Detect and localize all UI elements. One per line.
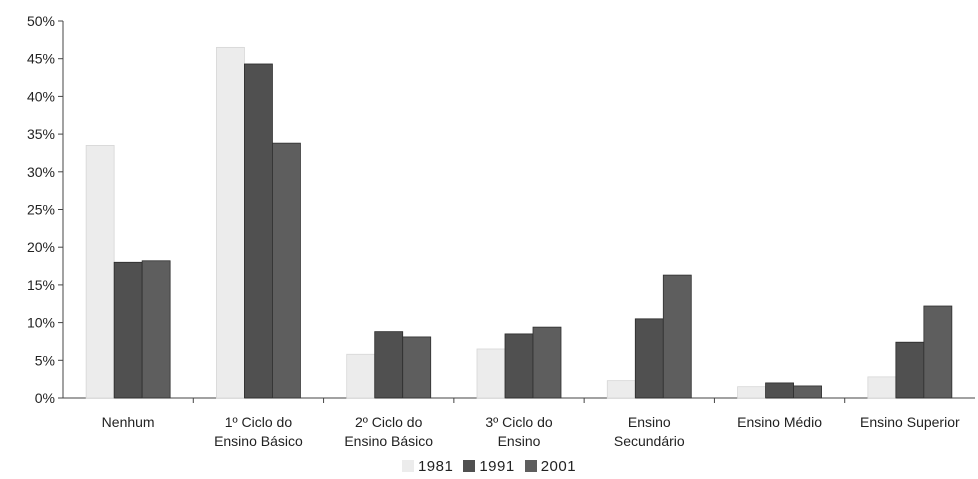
y-tick-label: 5% — [35, 352, 55, 368]
legend-item-1991: 1991 — [463, 458, 514, 475]
category-label-line: 3º Ciclo do — [485, 414, 553, 430]
legend-item-2001: 2001 — [524, 457, 577, 475]
legend-swatch-1991 — [463, 460, 476, 472]
x-axis — [63, 397, 975, 403]
category-label: 3º Ciclo do Ensino — [485, 414, 553, 449]
category-label-line: Ensino Básico — [344, 433, 433, 449]
bar-1981-2 — [346, 353, 376, 399]
y-axis: 0% 5% 10% 15% 20% 25% 30% 35% 40% 45% 50% — [27, 13, 64, 406]
legend-label-1981: 1981 — [417, 457, 454, 475]
bar-2001-1 — [272, 142, 301, 399]
category-label: Ensino Médio — [737, 414, 822, 430]
legend-label-1991: 1991 — [479, 457, 515, 475]
y-tick-label: 20% — [27, 239, 55, 255]
y-tick-label: 35% — [27, 126, 55, 142]
y-tick-label: 40% — [27, 88, 55, 104]
category-label: Ensino Superior — [860, 414, 960, 430]
category-label-line: 1º Ciclo do — [225, 414, 293, 430]
category-label-line: Ensino Superior — [860, 414, 960, 430]
bar-1991-5 — [765, 382, 794, 399]
bar-1991-2 — [374, 331, 404, 399]
category-label-line: Ensino — [628, 414, 671, 430]
category-label-line: Ensino — [498, 433, 541, 449]
y-tick-label: 30% — [27, 164, 55, 180]
category-label: 2º Ciclo do Ensino Básico — [344, 414, 433, 449]
category-label-line: Nenhum — [102, 414, 155, 430]
y-tick-label: 15% — [27, 277, 55, 293]
bar-1991-1 — [244, 63, 273, 399]
bar-1991-3 — [504, 333, 534, 399]
legend-swatch-1981 — [401, 460, 414, 472]
legend-item-1981: 1981 — [401, 457, 454, 475]
category-label-line: Ensino Básico — [214, 433, 303, 449]
legend: 1981 1991 2001 — [0, 455, 978, 477]
category-label-line: Ensino Médio — [737, 414, 822, 430]
bar-2001-5 — [793, 385, 822, 399]
bar-1981-5 — [737, 386, 766, 399]
bar-2001-4 — [662, 274, 692, 399]
bar-1981-6 — [867, 376, 897, 399]
bar-1981-4 — [606, 380, 636, 399]
bar-1991-6 — [895, 341, 925, 399]
bar-1981-3 — [476, 348, 506, 399]
bar-2001-2 — [402, 336, 432, 399]
bar-1991-4 — [634, 318, 664, 399]
y-tick-label: 50% — [27, 13, 55, 29]
category-label: 1º Ciclo do Ensino Básico — [214, 414, 303, 449]
legend-label-2001: 2001 — [540, 457, 577, 475]
bars — [85, 46, 953, 399]
bar-2001-3 — [532, 326, 562, 399]
bar-2001-6 — [923, 305, 953, 399]
bar-1991-0 — [113, 261, 143, 399]
y-tick-label: 10% — [27, 315, 55, 331]
y-tick-label: 25% — [27, 202, 55, 218]
category-label: Ensino Secundário — [614, 414, 685, 449]
category-label-line: 2º Ciclo do — [355, 414, 423, 430]
bar-1981-1 — [216, 46, 245, 399]
category-label-line: Secundário — [614, 433, 685, 449]
legend-swatch-2001 — [524, 460, 537, 472]
category-label: Nenhum — [102, 414, 155, 430]
y-tick-label: 0% — [35, 390, 55, 406]
bar-1981-0 — [85, 145, 115, 399]
bar-2001-0 — [141, 260, 171, 399]
y-tick-label: 45% — [27, 51, 55, 67]
